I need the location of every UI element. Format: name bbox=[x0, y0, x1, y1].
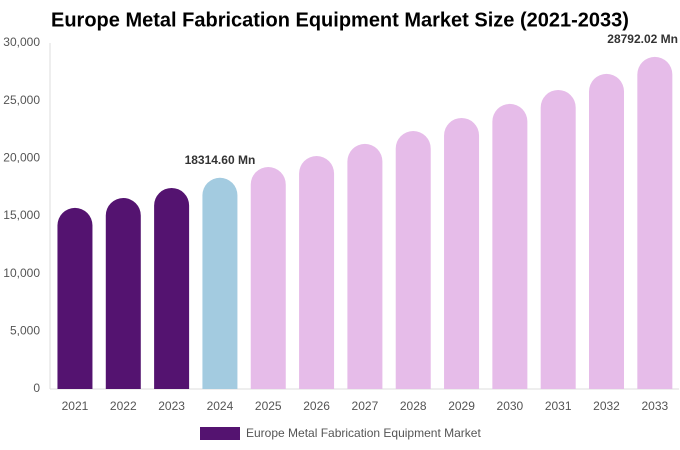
bar bbox=[637, 56, 673, 389]
bar bbox=[492, 103, 528, 389]
y-tick-label: 10,000 bbox=[3, 266, 40, 280]
bar bbox=[395, 130, 431, 389]
x-tick-label: 2026 bbox=[303, 399, 330, 413]
data-label: 28792.02 Mn bbox=[607, 32, 678, 46]
data-label: 18314.60 Mn bbox=[185, 153, 256, 167]
bar bbox=[299, 156, 335, 389]
bar bbox=[540, 89, 576, 389]
x-tick-label: 2024 bbox=[207, 399, 234, 413]
x-tick-label: 2030 bbox=[497, 399, 524, 413]
y-tick-label: 5,000 bbox=[10, 324, 40, 338]
bar bbox=[347, 143, 383, 389]
x-tick-label: 2021 bbox=[62, 399, 89, 413]
legend-label: Europe Metal Fabrication Equipment Marke… bbox=[246, 426, 481, 440]
x-tick-label: 2029 bbox=[448, 399, 475, 413]
bar bbox=[589, 73, 625, 389]
bar bbox=[444, 117, 480, 389]
y-tick-label: 30,000 bbox=[3, 35, 40, 49]
bar bbox=[202, 177, 238, 389]
x-tick-label: 2031 bbox=[545, 399, 572, 413]
y-tick-label: 25,000 bbox=[3, 93, 40, 107]
bar bbox=[105, 198, 141, 389]
x-tick-label: 2022 bbox=[110, 399, 137, 413]
y-tick-label: 20,000 bbox=[3, 151, 40, 165]
x-tick-label: 2033 bbox=[641, 399, 668, 413]
y-tick-label: 0 bbox=[33, 381, 40, 395]
chart-title: Europe Metal Fabrication Equipment Marke… bbox=[51, 9, 629, 31]
x-tick-label: 2032 bbox=[593, 399, 620, 413]
x-tick-label: 2028 bbox=[400, 399, 427, 413]
bar bbox=[154, 187, 190, 389]
legend-swatch bbox=[200, 427, 240, 440]
x-tick-label: 2025 bbox=[255, 399, 282, 413]
y-tick-label: 15,000 bbox=[3, 208, 40, 222]
bar bbox=[57, 207, 93, 389]
bar bbox=[250, 167, 286, 389]
x-tick-label: 2027 bbox=[352, 399, 379, 413]
x-tick-label: 2023 bbox=[158, 399, 185, 413]
